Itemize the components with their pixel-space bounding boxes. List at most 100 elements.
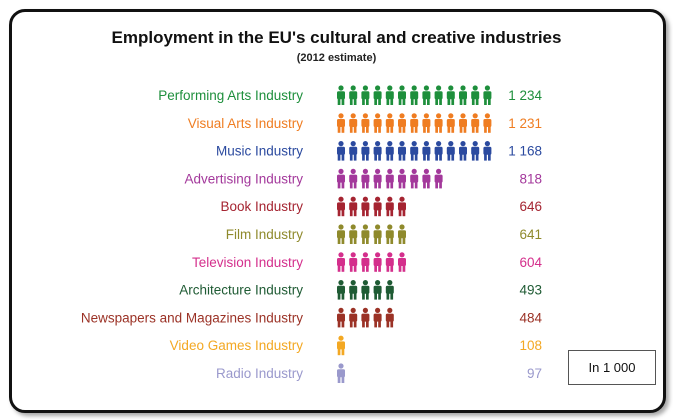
- person-icon: [398, 224, 406, 244]
- person-icon: [337, 335, 345, 356]
- person-icon: [337, 168, 345, 189]
- person-icon: [410, 141, 419, 161]
- chart-row: Visual Arts Industry 1 231: [188, 113, 542, 133]
- person-icon: [398, 141, 406, 161]
- person-icon: [471, 85, 480, 105]
- person-icon: [434, 141, 443, 161]
- person-icon: [459, 141, 467, 161]
- person-icon: [385, 168, 394, 189]
- value-label: 646: [519, 199, 542, 214]
- person-icon: [349, 85, 358, 105]
- person-icon: [349, 224, 358, 244]
- person-icon: [337, 196, 345, 217]
- person-icon: [483, 141, 492, 161]
- person-icon: [337, 363, 345, 383]
- person-icon: [373, 224, 382, 244]
- category-label: Radio Industry: [216, 366, 303, 381]
- unit-label: In 1 000: [588, 360, 636, 375]
- person-icon: [337, 280, 345, 300]
- person-icon: [337, 224, 345, 244]
- category-label: Architecture Industry: [179, 283, 303, 298]
- category-label: Newspapers and Magazines Industry: [81, 310, 303, 325]
- value-label: 493: [519, 283, 542, 298]
- person-icon: [337, 307, 345, 328]
- chart-row: Architecture Industry 493: [179, 280, 542, 300]
- person-icon: [459, 113, 467, 133]
- chart-row: Video Games Industry 108: [170, 335, 542, 356]
- chart-row: Music Industry 1 168: [216, 141, 542, 161]
- person-icon: [373, 113, 382, 133]
- person-icon: [337, 141, 345, 161]
- person-icon: [373, 168, 382, 189]
- chart-row: Television Industry 604: [192, 252, 542, 272]
- chart-title: Employment in the EU's cultural and crea…: [111, 28, 562, 47]
- person-icon: [434, 113, 443, 133]
- person-icon: [385, 280, 394, 300]
- category-label: Book Industry: [220, 199, 303, 214]
- person-icon: [385, 196, 394, 217]
- category-label: Film Industry: [226, 227, 304, 242]
- value-label: 1 168: [508, 144, 542, 159]
- person-icon: [337, 113, 345, 133]
- person-icon: [361, 196, 370, 217]
- chart-row: Radio Industry 97: [216, 363, 542, 383]
- person-icon: [398, 168, 406, 189]
- person-icon: [483, 113, 492, 133]
- person-icon: [422, 85, 431, 105]
- person-icon: [459, 85, 467, 105]
- person-icon: [373, 280, 382, 300]
- person-icon: [373, 85, 382, 105]
- person-icon: [337, 252, 345, 272]
- person-icon: [446, 113, 455, 133]
- person-icon: [361, 141, 370, 161]
- value-label: 1 231: [508, 116, 542, 131]
- person-icon: [337, 85, 345, 105]
- person-icon: [385, 252, 394, 272]
- person-icon: [471, 113, 480, 133]
- person-icon: [398, 196, 406, 217]
- person-icon: [422, 113, 431, 133]
- person-icon: [361, 224, 370, 244]
- person-icon: [349, 307, 358, 328]
- category-label: Video Games Industry: [170, 338, 304, 353]
- person-icon: [398, 85, 406, 105]
- unit-box: In 1 000: [568, 350, 656, 385]
- person-icon: [349, 113, 358, 133]
- person-icon: [398, 113, 406, 133]
- value-label: 818: [519, 171, 542, 186]
- chart-row: Book Industry 646: [220, 196, 542, 217]
- category-label: Music Industry: [216, 144, 303, 159]
- category-label: Performing Arts Industry: [158, 88, 303, 103]
- person-icon: [410, 113, 419, 133]
- person-icon: [410, 168, 419, 189]
- person-icon: [398, 252, 406, 272]
- value-label: 108: [519, 338, 542, 353]
- person-icon: [385, 85, 394, 105]
- person-icon: [385, 224, 394, 244]
- person-icon: [361, 307, 370, 328]
- chart-subtitle: (2012 estimate): [296, 52, 377, 64]
- value-label: 641: [519, 227, 542, 242]
- person-icon: [349, 168, 358, 189]
- category-label: Advertising Industry: [184, 171, 303, 186]
- person-icon: [446, 85, 455, 105]
- chart-row: Advertising Industry 818: [184, 168, 542, 189]
- person-icon: [385, 307, 394, 328]
- person-icon: [373, 252, 382, 272]
- person-icon: [361, 113, 370, 133]
- person-icon: [410, 85, 419, 105]
- value-label: 97: [527, 366, 542, 381]
- person-icon: [373, 196, 382, 217]
- person-icon: [434, 85, 443, 105]
- person-icon: [471, 141, 480, 161]
- person-icon: [349, 141, 358, 161]
- person-icon: [385, 141, 394, 161]
- value-label: 1 234: [508, 88, 542, 103]
- person-icon: [483, 85, 492, 105]
- person-icon: [361, 85, 370, 105]
- person-icon: [422, 141, 431, 161]
- value-label: 604: [519, 255, 542, 270]
- value-label: 484: [519, 310, 542, 325]
- person-icon: [361, 280, 370, 300]
